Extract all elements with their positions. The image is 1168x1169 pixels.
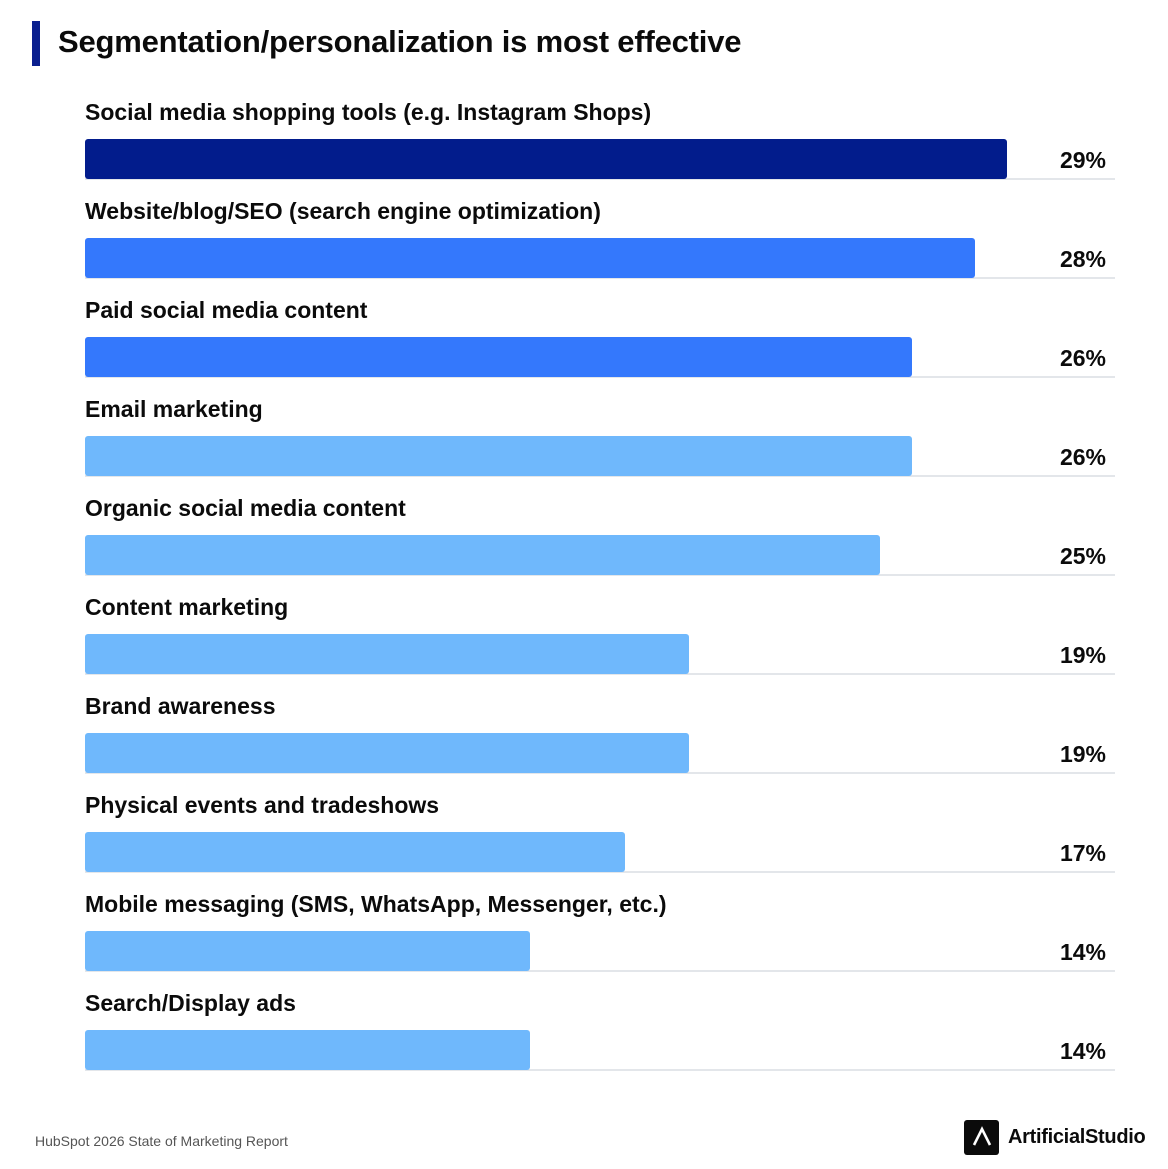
bar-label: Paid social media content [85, 297, 368, 323]
bar-label: Brand awareness [85, 693, 276, 719]
bar-label: Website/blog/SEO (search engine optimiza… [85, 198, 601, 224]
bar-value-label: 26% [1059, 444, 1106, 470]
bar-value-label: 14% [1059, 939, 1106, 965]
bar-value-label: 17% [1059, 840, 1106, 866]
bar-baseline [85, 178, 1115, 180]
brand-name: ArtificialStudio [1008, 1125, 1146, 1148]
bar-value-label: 26% [1059, 345, 1106, 371]
bar-label: Mobile messaging (SMS, WhatsApp, Messeng… [85, 891, 667, 917]
bar-row: Physical events and tradeshows 17% [0, 792, 1168, 891]
bar-label: Physical events and tradeshows [85, 792, 440, 818]
bar-row: Paid social media content 26% [0, 297, 1168, 396]
bar-value-label: 29% [1059, 147, 1106, 173]
source-note: HubSpot 2026 State of Marketing Report [35, 1133, 288, 1149]
bar-label: Email marketing [85, 396, 263, 422]
bar-value-label: 28% [1059, 246, 1106, 272]
bar-value-label: 14% [1059, 1038, 1106, 1064]
bar-track [85, 931, 1115, 972]
bar-baseline [85, 970, 1115, 972]
bar-row: Search/Display ads 14% [0, 990, 1168, 1089]
bar-row: Website/blog/SEO (search engine optimiza… [0, 198, 1168, 297]
bar [85, 832, 625, 872]
bar [85, 238, 975, 278]
bar-track [85, 1030, 1115, 1071]
bar [85, 535, 880, 575]
bar-track [85, 535, 1115, 576]
bar-row: Mobile messaging (SMS, WhatsApp, Messeng… [0, 891, 1168, 990]
bar-label: Social media shopping tools (e.g. Instag… [85, 99, 652, 125]
bar [85, 733, 689, 773]
bar-baseline [85, 574, 1115, 576]
bar-row: Brand awareness 19% [0, 693, 1168, 792]
bar-track [85, 238, 1115, 279]
bar-row: Email marketing 26% [0, 396, 1168, 495]
bar-track [85, 436, 1115, 477]
bar-baseline [85, 871, 1115, 873]
bar-label: Search/Display ads [85, 990, 296, 1016]
bar-baseline [85, 673, 1115, 675]
bar-row: Social media shopping tools (e.g. Instag… [0, 99, 1168, 198]
bar-track [85, 733, 1115, 774]
title-accent-bar [32, 21, 40, 66]
bar [85, 337, 912, 377]
bar-value-label: 25% [1059, 543, 1106, 569]
bar-baseline [85, 475, 1115, 477]
bar [85, 139, 1007, 179]
bar-track [85, 337, 1115, 378]
bar-row: Organic social media content 25% [0, 495, 1168, 594]
bar [85, 436, 912, 476]
bar-value-label: 19% [1059, 741, 1106, 767]
bar [85, 1030, 530, 1070]
bar-track [85, 634, 1115, 675]
bar-baseline [85, 1069, 1115, 1071]
bar-value-label: 19% [1059, 642, 1106, 668]
bar [85, 634, 689, 674]
bar-row: Content marketing 19% [0, 594, 1168, 693]
bar [85, 931, 530, 971]
brand: ArtificialStudio [964, 1119, 1146, 1155]
bar-baseline [85, 376, 1115, 378]
chart-title: Segmentation/personalization is most eff… [58, 24, 742, 59]
bar-baseline [85, 277, 1115, 279]
bar-track [85, 139, 1115, 180]
bar-baseline [85, 772, 1115, 774]
bar-label: Organic social media content [85, 495, 406, 521]
bar-label: Content marketing [85, 594, 289, 620]
bar-track [85, 832, 1115, 873]
artificialstudio-logo-icon [964, 1119, 999, 1155]
